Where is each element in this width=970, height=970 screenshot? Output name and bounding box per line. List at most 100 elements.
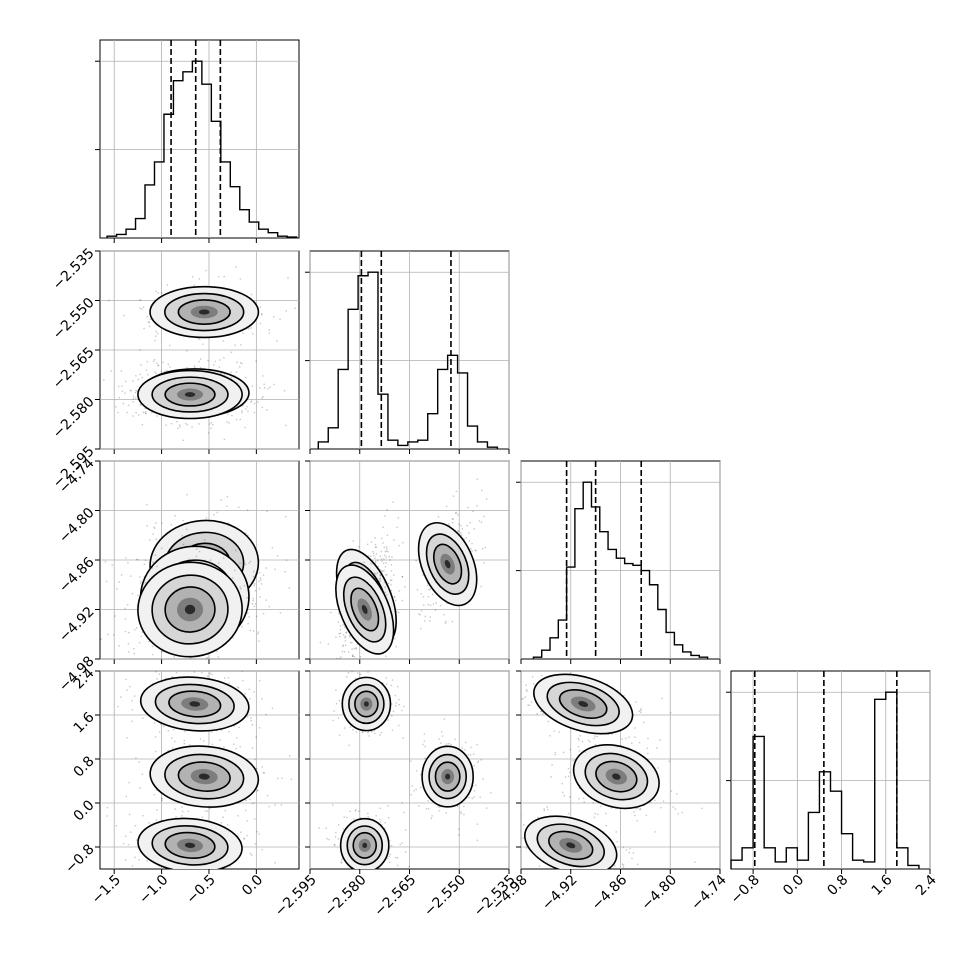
sample-point (202, 817, 203, 818)
sample-point (395, 857, 396, 858)
sample-point (428, 808, 429, 809)
sample-point (210, 428, 211, 429)
sample-point (269, 606, 270, 607)
sample-point (182, 811, 183, 812)
sample-point (237, 686, 238, 687)
sample-point (640, 712, 641, 713)
sample-point (676, 793, 677, 794)
sample-point (139, 576, 140, 577)
sample-point (380, 574, 381, 575)
panel-content (493, 661, 703, 902)
sample-point (196, 549, 197, 550)
sample-point (592, 873, 593, 874)
sample-point (140, 364, 141, 365)
sample-point (519, 811, 520, 812)
sample-point (218, 276, 219, 277)
sample-point (351, 666, 352, 667)
sample-point (345, 640, 346, 641)
sample-point (461, 534, 462, 535)
sample-point (169, 345, 170, 346)
sample-point (259, 588, 260, 589)
sample-point (212, 660, 213, 661)
sample-point (284, 390, 285, 391)
sample-point (180, 870, 181, 871)
sample-point (320, 642, 321, 643)
sample-point (184, 740, 185, 741)
sample-point (291, 779, 292, 780)
sample-point (483, 516, 484, 517)
sample-point (263, 575, 264, 576)
sample-point (156, 809, 157, 810)
sample-point (471, 550, 472, 551)
sample-point (247, 716, 248, 717)
hist-panel-2 (516, 461, 720, 664)
sample-point (130, 576, 131, 577)
sample-point (249, 799, 250, 800)
sample-point (371, 563, 372, 564)
sample-point (628, 737, 629, 738)
sample-point (367, 544, 368, 545)
sample-point (263, 613, 264, 614)
sample-point (262, 398, 263, 399)
sample-point (380, 808, 381, 809)
sample-point (127, 562, 128, 563)
sample-point (240, 588, 241, 589)
sample-point (547, 809, 548, 810)
sample-point (335, 637, 336, 638)
sample-point (186, 424, 187, 425)
sample-point (470, 522, 471, 523)
sample-point (132, 401, 133, 402)
sample-point (121, 370, 122, 371)
sample-point (239, 366, 240, 367)
sample-point (286, 559, 287, 560)
sample-point (582, 741, 583, 742)
sample-point (370, 870, 371, 871)
sample-point (106, 581, 107, 582)
sample-point (254, 412, 255, 413)
sample-point (226, 421, 227, 422)
sample-point (156, 415, 157, 416)
sample-point (184, 743, 185, 744)
sample-point (339, 658, 340, 659)
sample-point (208, 432, 209, 433)
sample-point (396, 527, 397, 528)
sample-point (148, 321, 149, 322)
sample-point (388, 583, 389, 584)
sample-point (383, 563, 384, 564)
panel-content (314, 654, 491, 899)
scatter-panel-3-1 (305, 654, 509, 899)
sample-point (404, 586, 405, 587)
sample-point (420, 787, 421, 788)
sample-point (631, 858, 632, 859)
sample-point (593, 802, 594, 803)
sample-point (143, 307, 144, 308)
sample-point (527, 705, 528, 706)
sample-point (549, 870, 550, 871)
sample-point (266, 409, 267, 410)
sample-point (246, 406, 247, 407)
sample-point (164, 872, 165, 873)
sample-point (262, 407, 263, 408)
sample-point (402, 576, 403, 577)
sample-point (391, 845, 392, 846)
sample-point (207, 675, 208, 676)
sample-point (377, 572, 378, 573)
sample-point (258, 631, 259, 632)
sample-point (375, 561, 376, 562)
density-level (364, 701, 369, 706)
sample-point (386, 585, 387, 586)
sample-point (382, 542, 383, 543)
scatter-panel-2-1 (305, 461, 509, 726)
sample-point (205, 270, 206, 271)
sample-point (183, 544, 184, 545)
sample-point (486, 807, 487, 808)
sample-point (385, 822, 386, 823)
sample-point (396, 646, 397, 647)
sample-point (416, 770, 417, 771)
sample-point (246, 835, 247, 836)
sample-point (386, 509, 387, 510)
sample-point (122, 391, 123, 392)
sample-point (228, 422, 229, 423)
sample-point (477, 824, 478, 825)
sample-point (659, 739, 660, 740)
